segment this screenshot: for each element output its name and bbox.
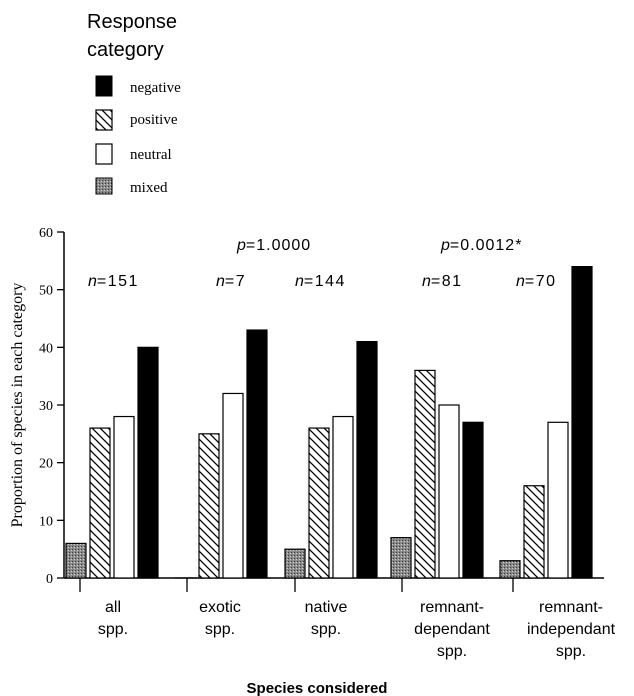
- x-tick-label: spp.: [437, 643, 467, 660]
- legend-label-negative: negative: [130, 80, 181, 96]
- bar-positive-4: [523, 485, 545, 579]
- x-tick-label: spp.: [98, 621, 128, 638]
- bar-neutral-2: [332, 415, 354, 579]
- legend-swatch-mixed: [95, 177, 113, 195]
- bars: [65, 266, 593, 579]
- x-axis-title: Species considered: [247, 680, 388, 696]
- sample-size-label: n=81: [422, 273, 463, 290]
- x-tick-label: independant: [527, 621, 616, 638]
- bar-neutral-0: [113, 415, 135, 579]
- y-tick-label: 10: [39, 514, 53, 529]
- bar-positive-2: [308, 427, 330, 579]
- y-tick-label: 0: [46, 572, 53, 587]
- bar-mixed-4: [499, 560, 521, 579]
- x-tick-label: dependant: [414, 621, 490, 638]
- legend-label-mixed: mixed: [130, 180, 168, 196]
- legend-label-neutral: neutral: [130, 147, 172, 163]
- bar-positive-1: [198, 433, 220, 579]
- bar-mixed-0: [65, 542, 87, 579]
- x-tick-label: remnant-: [420, 599, 484, 616]
- bar-neutral-3: [438, 404, 460, 579]
- x-tick-label: spp.: [556, 643, 586, 660]
- bar-neutral-1: [222, 392, 244, 579]
- x-tick-label: remnant-: [539, 599, 603, 616]
- x-tick-labels: all spp. exotic spp. native spp. remnant-depen…: [98, 599, 616, 660]
- x-tick-label: exotic: [199, 599, 241, 616]
- bar-positive-0: [89, 427, 111, 579]
- bar-negative-4: [571, 266, 593, 579]
- sample-size-label: n=7: [216, 273, 246, 290]
- x-tick-label: spp.: [311, 621, 341, 638]
- y-axis-label: Proportion of species in each category: [9, 283, 26, 528]
- sample-size-label: n=70: [516, 273, 557, 290]
- legend-swatch-positive: [95, 109, 113, 131]
- y-tick-label: 20: [39, 457, 53, 472]
- legend-swatch-neutral: [95, 143, 113, 165]
- bar-mixed-2: [284, 548, 306, 579]
- legend-title-line-2: category: [87, 39, 164, 61]
- legend-swatch-negative: [95, 75, 113, 97]
- bar-mixed-3: [390, 537, 412, 579]
- legend: Response category negative positive neut…: [87, 11, 181, 196]
- x-tick-label: all: [105, 599, 121, 616]
- sample-size-label: n=151: [88, 273, 139, 290]
- y-tick-label: 50: [39, 284, 53, 299]
- y-tick-label: 40: [39, 341, 53, 356]
- sample-size-label: n=144: [295, 273, 346, 290]
- y-tick-label: 60: [39, 226, 53, 241]
- legend-title-line-1: Response: [87, 11, 177, 33]
- bar-negative-3: [462, 421, 484, 579]
- y-tick-label: 30: [39, 399, 53, 414]
- legend-label-positive: positive: [130, 112, 178, 128]
- sample-size-labels: n=151 n=7 n=144 n=81 n=70: [88, 273, 557, 290]
- bar-negative-1: [246, 329, 268, 579]
- x-tick-label: native: [305, 599, 348, 616]
- p-value-remnant: p=0.0012*: [440, 237, 522, 254]
- bar-positive-3: [414, 369, 436, 579]
- x-tick-label: spp.: [205, 621, 235, 638]
- bar-negative-0: [137, 346, 159, 579]
- p-value-exotic-native: p=1.0000: [236, 237, 311, 254]
- bar-neutral-4: [547, 421, 569, 579]
- bar-negative-2: [356, 340, 378, 579]
